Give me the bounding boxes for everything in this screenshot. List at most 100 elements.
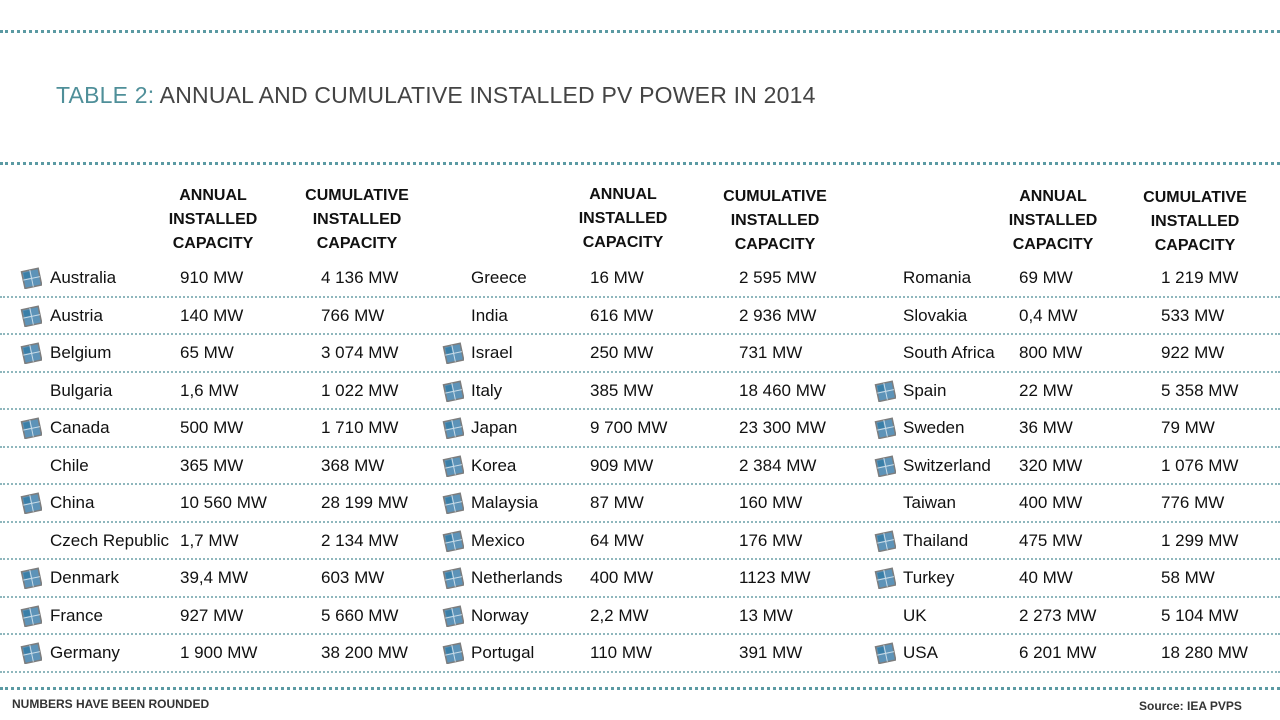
country-name: Sweden — [903, 418, 965, 437]
country-name: USA — [903, 643, 938, 662]
solar-panel-icon — [442, 492, 464, 514]
country-name: Denmark — [50, 568, 119, 587]
cumulative-capacity: 38 200 MW — [321, 643, 408, 662]
solar-panel-icon — [874, 417, 896, 439]
cumulative-capacity: 28 199 MW — [321, 493, 408, 512]
country-name: Israel — [471, 343, 513, 362]
header-annual-3: ANNUAL INSTALLED CAPACITY — [1008, 188, 1098, 253]
cumulative-capacity: 1 219 MW — [1161, 268, 1239, 287]
country-name: Switzerland — [903, 456, 991, 475]
row-divider — [0, 596, 1280, 598]
country-name: Bulgaria — [50, 381, 113, 400]
cumulative-capacity: 13 MW — [739, 606, 793, 625]
header-annual-2: ANNUAL INSTALLED CAPACITY — [578, 186, 668, 251]
header-cumulative-3: CUMULATIVE INSTALLED CAPACITY — [1143, 189, 1247, 254]
annual-capacity: 36 MW — [1019, 418, 1073, 437]
solar-panel-icon — [20, 342, 42, 364]
solar-panel-icon — [442, 380, 464, 402]
solar-panel-icon — [20, 605, 42, 627]
header-divider — [0, 162, 1280, 165]
annual-capacity: 385 MW — [590, 381, 654, 400]
solar-panel-icon — [442, 530, 464, 552]
country-name: France — [50, 606, 103, 625]
annual-capacity: 69 MW — [1019, 268, 1073, 287]
cumulative-capacity: 766 MW — [321, 306, 385, 325]
cumulative-capacity: 2 936 MW — [739, 306, 817, 325]
annual-capacity: 87 MW — [590, 493, 644, 512]
cumulative-capacity: 58 MW — [1161, 568, 1215, 587]
annual-capacity: 16 MW — [590, 268, 644, 287]
cumulative-capacity: 1 076 MW — [1161, 456, 1239, 475]
cumulative-capacity: 18 460 MW — [739, 381, 826, 400]
annual-capacity: 475 MW — [1019, 531, 1083, 550]
country-name: Italy — [471, 381, 503, 400]
solar-panel-icon — [874, 380, 896, 402]
country-name: Chile — [50, 456, 89, 475]
annual-capacity: 910 MW — [180, 268, 244, 287]
country-name: Taiwan — [903, 493, 956, 512]
annual-capacity: 22 MW — [1019, 381, 1073, 400]
cumulative-capacity: 922 MW — [1161, 343, 1225, 362]
solar-panel-icon — [442, 342, 464, 364]
country-name: Germany — [50, 643, 120, 662]
solar-panel-icon — [442, 455, 464, 477]
cumulative-capacity: 1 710 MW — [321, 418, 399, 437]
row-divider — [0, 483, 1280, 485]
annual-capacity: 500 MW — [180, 418, 244, 437]
table-title: ANNUAL AND CUMULATIVE INSTALLED PV POWER… — [159, 82, 816, 108]
country-name: China — [50, 493, 95, 512]
solar-panel-icon — [442, 605, 464, 627]
top-divider — [0, 30, 1280, 33]
country-name: Canada — [50, 418, 110, 437]
country-name: India — [471, 306, 508, 325]
row-divider — [0, 521, 1280, 523]
country-name: Turkey — [903, 568, 955, 587]
cumulative-capacity: 603 MW — [321, 568, 385, 587]
annual-capacity: 10 560 MW — [180, 493, 267, 512]
annual-capacity: 1,7 MW — [180, 531, 239, 550]
solar-panel-icon — [442, 417, 464, 439]
country-name: Portugal — [471, 643, 535, 662]
annual-capacity: 1,6 MW — [180, 381, 239, 400]
row-divider — [0, 446, 1280, 448]
solar-panel-icon — [874, 455, 896, 477]
country-name: Norway — [471, 606, 529, 625]
solar-panel-icon — [20, 267, 42, 289]
cumulative-capacity: 5 660 MW — [321, 606, 399, 625]
country-name: Slovakia — [903, 306, 968, 325]
cumulative-capacity: 5 104 MW — [1161, 606, 1239, 625]
country-name: Thailand — [903, 531, 969, 550]
cumulative-capacity: 731 MW — [739, 343, 803, 362]
solar-panel-icon — [874, 567, 896, 589]
country-name: UK — [903, 606, 927, 625]
row-divider — [0, 296, 1280, 298]
annual-capacity: 6 201 MW — [1019, 643, 1097, 662]
page-title: TABLE 2: ANNUAL AND CUMULATIVE INSTALLED… — [56, 82, 816, 109]
cumulative-capacity: 2 595 MW — [739, 268, 817, 287]
country-name: Malaysia — [471, 493, 539, 512]
country-name: Spain — [903, 381, 947, 400]
solar-panel-icon — [874, 642, 896, 664]
annual-capacity: 0,4 MW — [1019, 306, 1078, 325]
cumulative-capacity: 368 MW — [321, 456, 385, 475]
cumulative-capacity: 2 134 MW — [321, 531, 399, 550]
source-note: Source: IEA PVPS — [1139, 699, 1242, 713]
cumulative-capacity: 176 MW — [739, 531, 803, 550]
cumulative-capacity: 23 300 MW — [739, 418, 826, 437]
annual-capacity: 1 900 MW — [180, 643, 258, 662]
annual-capacity: 40 MW — [1019, 568, 1073, 587]
row-divider — [0, 333, 1280, 335]
table-number: TABLE 2: — [56, 82, 155, 108]
cumulative-capacity: 1 299 MW — [1161, 531, 1239, 550]
country-name: Australia — [50, 268, 117, 287]
annual-capacity: 64 MW — [590, 531, 644, 550]
country-name: Mexico — [471, 531, 525, 550]
solar-panel-icon — [20, 642, 42, 664]
country-name: South Africa — [903, 343, 995, 362]
annual-capacity: 9 700 MW — [590, 418, 668, 437]
annual-capacity: 2 273 MW — [1019, 606, 1097, 625]
header-cumulative-2: CUMULATIVE INSTALLED CAPACITY — [723, 188, 827, 253]
cumulative-capacity: 1 022 MW — [321, 381, 399, 400]
solar-panel-icon — [442, 642, 464, 664]
annual-capacity: 39,4 MW — [180, 568, 249, 587]
